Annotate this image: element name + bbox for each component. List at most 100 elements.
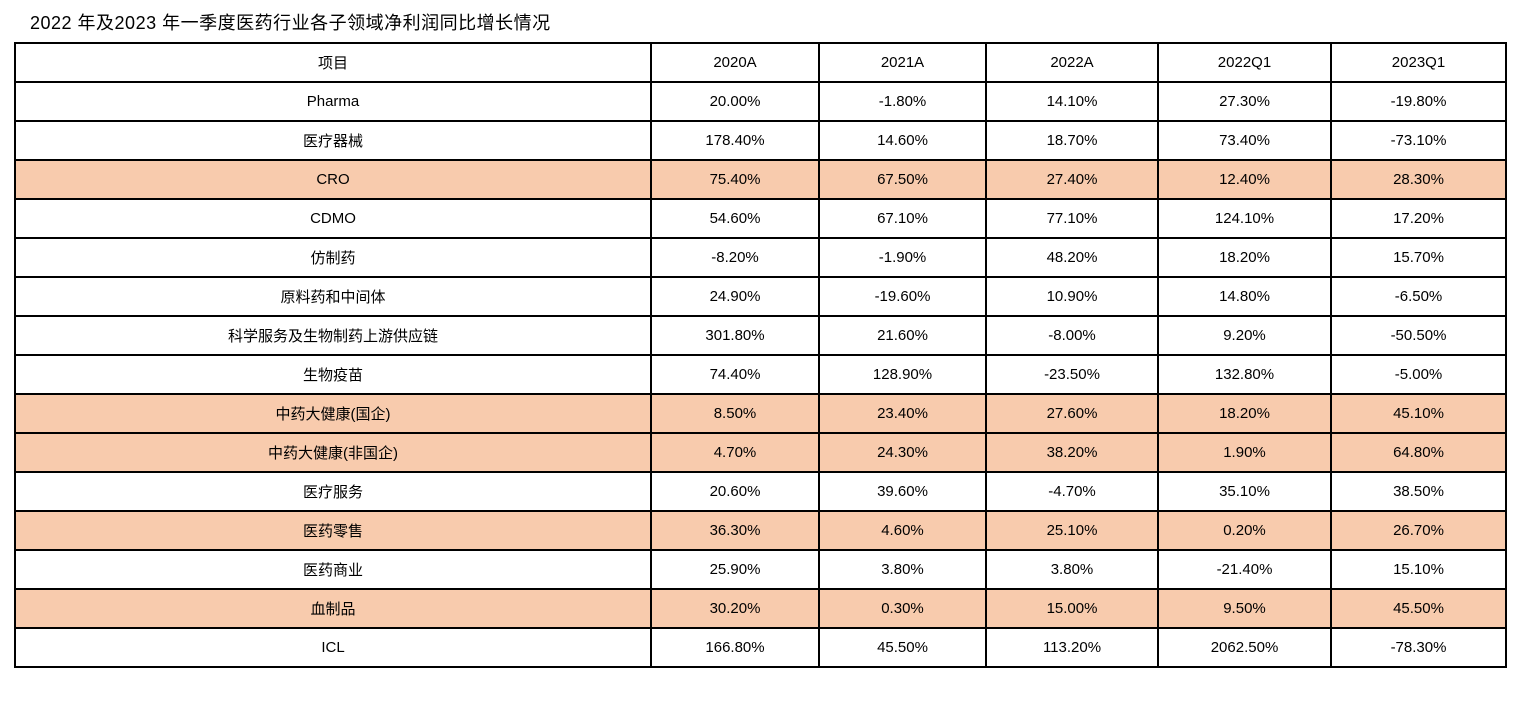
value-cell: -8.20% [650,237,820,278]
row-label-cell: 医疗服务 [14,471,652,512]
value-cell: 23.40% [818,393,987,434]
table-row: 血制品 30.20% 0.30% 15.00% 9.50% 45.50% [14,588,1507,629]
value-cell: 27.30% [1157,81,1332,122]
value-cell: 178.40% [650,120,820,161]
value-cell: 1.90% [1157,432,1332,473]
value-cell: 54.60% [650,198,820,239]
value-cell: 45.50% [818,627,987,668]
table-row: CDMO 54.60% 67.10% 77.10% 124.10% 17.20% [14,198,1507,239]
value-cell: 36.30% [650,510,820,551]
table-row: 中药大健康(国企) 8.50% 23.40% 27.60% 18.20% 45.10% [14,393,1507,434]
row-label-cell: 科学服务及生物制药上游供应链 [14,315,652,356]
value-cell: 67.50% [818,159,987,200]
value-cell: 18.70% [985,120,1159,161]
value-cell: 124.10% [1157,198,1332,239]
value-cell: 77.10% [985,198,1159,239]
value-cell: 18.20% [1157,237,1332,278]
value-cell: 73.40% [1157,120,1332,161]
row-label-cell: 医疗器械 [14,120,652,161]
value-cell: -21.40% [1157,549,1332,590]
value-cell: 3.80% [985,549,1159,590]
table-row: 医疗服务 20.60% 39.60% -4.70% 35.10% 38.50% [14,471,1507,512]
row-label-cell: 医药商业 [14,549,652,590]
value-cell: 17.20% [1330,198,1507,239]
value-cell: -78.30% [1330,627,1507,668]
table-row: 医疗器械 178.40% 14.60% 18.70% 73.40% -73.10% [14,120,1507,161]
value-cell: -1.80% [818,81,987,122]
value-cell: 166.80% [650,627,820,668]
value-cell: 45.50% [1330,588,1507,629]
row-label-cell: ICL [14,627,652,668]
column-header-item: 项目 [14,42,652,83]
row-label-cell: CRO [14,159,652,200]
table-row: 科学服务及生物制药上游供应链 301.80% 21.60% -8.00% 9.20% -5… [14,315,1507,356]
value-cell: 18.20% [1157,393,1332,434]
table-row: 生物疫苗 74.40% 128.90% -23.50% 132.80% -5.00% [14,354,1507,395]
value-cell: 24.30% [818,432,987,473]
column-header-2022q1: 2022Q1 [1157,42,1332,83]
table-row: 仿制药 -8.20% -1.90% 48.20% 18.20% 15.70% [14,237,1507,278]
column-header-2020a: 2020A [650,42,820,83]
row-label-cell: 原料药和中间体 [14,276,652,317]
column-header-2022a: 2022A [985,42,1159,83]
row-label-cell: 中药大健康(非国企) [14,432,652,473]
page-title: 2022 年及2023 年一季度医药行业各子领域净利润同比增长情况 [30,13,551,33]
value-cell: 2062.50% [1157,627,1332,668]
value-cell: 15.70% [1330,237,1507,278]
value-cell: -73.10% [1330,120,1507,161]
value-cell: 74.40% [650,354,820,395]
value-cell: -8.00% [985,315,1159,356]
table-row: 医药零售 36.30% 4.60% 25.10% 0.20% 26.70% [14,510,1507,551]
value-cell: 25.10% [985,510,1159,551]
value-cell: 4.60% [818,510,987,551]
table-row: ICL 166.80% 45.50% 113.20% 2062.50% -78.30% [14,627,1507,668]
value-cell: -6.50% [1330,276,1507,317]
value-cell: 0.20% [1157,510,1332,551]
value-cell: 38.50% [1330,471,1507,512]
value-cell: 14.60% [818,120,987,161]
value-cell: 45.10% [1330,393,1507,434]
value-cell: 35.10% [1157,471,1332,512]
value-cell: 301.80% [650,315,820,356]
value-cell: 4.70% [650,432,820,473]
value-cell: 21.60% [818,315,987,356]
value-cell: -50.50% [1330,315,1507,356]
document-page: 2022 年及2023 年一季度医药行业各子领域净利润同比增长情况 项目 202… [0,9,1519,725]
table-row: 中药大健康(非国企) 4.70% 24.30% 38.20% 1.90% 64.80% [14,432,1507,473]
value-cell: 27.40% [985,159,1159,200]
value-cell: 20.60% [650,471,820,512]
column-header-2021a: 2021A [818,42,987,83]
value-cell: 14.80% [1157,276,1332,317]
table-row: 医药商业 25.90% 3.80% 3.80% -21.40% 15.10% [14,549,1507,590]
value-cell: 24.90% [650,276,820,317]
table-row: Pharma 20.00% -1.80% 14.10% 27.30% -19.80% [14,81,1507,122]
value-cell: 128.90% [818,354,987,395]
value-cell: 132.80% [1157,354,1332,395]
value-cell: 25.90% [650,549,820,590]
value-cell: 0.30% [818,588,987,629]
header-row: 项目 2020A 2021A 2022A 2022Q1 2023Q1 [14,42,1507,83]
value-cell: 27.60% [985,393,1159,434]
value-cell: 10.90% [985,276,1159,317]
value-cell: -1.90% [818,237,987,278]
row-label-cell: 血制品 [14,588,652,629]
value-cell: 75.40% [650,159,820,200]
row-label-cell: CDMO [14,198,652,239]
value-cell: 20.00% [650,81,820,122]
value-cell: 3.80% [818,549,987,590]
value-cell: 9.20% [1157,315,1332,356]
value-cell: -23.50% [985,354,1159,395]
row-label-cell: 医药零售 [14,510,652,551]
column-header-2023q1: 2023Q1 [1330,42,1507,83]
value-cell: -19.80% [1330,81,1507,122]
value-cell: 39.60% [818,471,987,512]
value-cell: 8.50% [650,393,820,434]
value-cell: -4.70% [985,471,1159,512]
value-cell: 38.20% [985,432,1159,473]
value-cell: 15.10% [1330,549,1507,590]
value-cell: 14.10% [985,81,1159,122]
table-row: 原料药和中间体 24.90% -19.60% 10.90% 14.80% -6.50% [14,276,1507,317]
data-table: 项目 2020A 2021A 2022A 2022Q1 2023Q1 Pharm… [14,42,1507,668]
value-cell: 26.70% [1330,510,1507,551]
value-cell: 113.20% [985,627,1159,668]
